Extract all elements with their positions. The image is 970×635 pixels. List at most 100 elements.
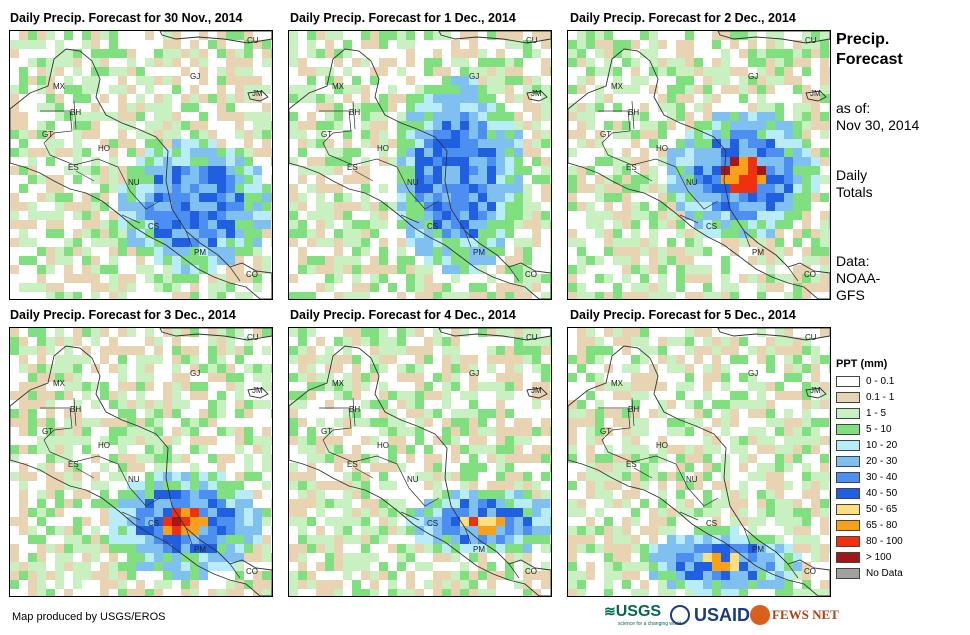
country-label-jm: JM [810,89,821,98]
country-border [743,230,751,248]
data-source-block: Data: NOAA- GFS [836,253,881,303]
country-border [354,467,374,479]
country-border [508,563,520,579]
country-border [319,110,352,156]
country-border [75,467,95,479]
country-label-pm: PM [473,545,485,554]
country-border [607,451,677,465]
country-label-jm: JM [252,386,263,395]
forecast-map-3-dec: CU MX JM GJ BH GT HO ES NU CS PM CO [9,327,273,597]
country-border [75,170,95,182]
coastline [526,90,548,102]
legend-label: 1 - 5 [866,408,887,419]
sidebar-title: Precip. Forecast [836,31,903,68]
country-label-es: ES [626,163,637,172]
country-label-pm: PM [473,248,485,257]
country-label-cu: CU [805,36,817,45]
forecast-map-4-dec: CU MX JM GJ BH GT HO ES NU CS PM CO [288,327,552,597]
asof-block: as of: Nov 30, 2014 [836,100,920,133]
coastline [805,387,827,399]
country-label-gt: GT [600,130,611,139]
fewsnet-globe-icon [750,605,770,625]
country-border [679,511,699,521]
coastline [247,90,269,102]
country-border [352,397,356,427]
country-label-ho: HO [656,441,668,450]
country-label-mx: MX [611,82,624,91]
precip-grid [289,31,551,299]
legend-swatch [836,392,860,403]
country-border [49,154,119,168]
country-label-co: CO [525,567,537,576]
country-border [117,463,161,507]
legend-swatch [836,520,860,531]
map-credit: Map produced by USGS/EROS [12,611,166,623]
coastline [526,387,548,399]
coastline [805,90,827,102]
country-label-nu: NU [407,475,419,484]
country-label-gj: GJ [469,72,479,81]
precip-map-svg: CU MX JM GJ BH GT HO ES NU CS PM CO [289,31,551,299]
country-label-pm: PM [194,545,206,554]
legend-label: 50 - 65 [866,504,898,515]
country-label-ho: HO [377,144,389,153]
country-label-nu: NU [686,178,698,187]
country-label-cu: CU [247,36,259,45]
country-border [229,563,241,579]
country-label-mx: MX [611,379,624,388]
country-label-nu: NU [128,178,140,187]
country-border [229,266,241,282]
precip-map-svg: CU MX JM GJ BH GT HO ES NU CS PM CO [289,328,551,596]
country-label-cs: CS [706,519,717,528]
country-label-bh: BH [70,405,81,414]
panel-title-5: Daily Precip. Forecast for 4 Dec., 2014 [290,308,516,322]
usaid-logo: USAID [694,605,751,625]
country-label-bh: BH [70,108,81,117]
precip-grid [289,328,551,596]
country-label-pm: PM [752,248,764,257]
usgs-logo: ≋USGS [604,603,662,620]
country-label-ho: HO [98,441,110,450]
coastline [717,328,830,341]
country-label-jm: JM [531,89,542,98]
precip-map-svg: CU MX JM GJ BH GT HO ES NU CS PM CO [568,31,830,299]
country-border [352,100,356,130]
legend-label: 20 - 30 [866,456,898,467]
country-border [319,407,352,453]
country-label-ho: HO [656,144,668,153]
country-label-gj: GJ [190,369,200,378]
country-border [328,154,398,168]
country-label-cu: CU [526,36,538,45]
country-border [400,511,420,521]
country-border [121,214,141,224]
usaid-seal-icon [670,605,690,625]
totals-block: Daily Totals [836,167,873,200]
country-border [73,397,77,427]
country-label-cs: CS [427,519,438,528]
country-label-bh: BH [628,108,639,117]
country-label-gj: GJ [469,369,479,378]
legend-swatch [836,552,860,563]
country-label-es: ES [68,163,79,172]
legend-swatch [836,424,860,435]
country-label-co: CO [246,567,258,576]
country-label-bh: BH [349,108,360,117]
country-label-gj: GJ [748,369,758,378]
legend-label: 10 - 20 [866,440,898,451]
legend-label: 40 - 50 [866,488,898,499]
country-border [675,166,719,210]
country-label-jm: JM [252,89,263,98]
country-label-co: CO [804,270,816,279]
country-label-co: CO [246,270,258,279]
forecast-map-30-nov: CU MX JM GJ BH GT HO ES NU CS PM CO [9,30,273,300]
country-border [121,511,141,521]
legend-label: No Data [866,568,903,579]
country-border [607,154,677,168]
country-border [675,463,719,507]
legend-swatch [836,536,860,547]
country-label-cu: CU [805,333,817,342]
country-label-gj: GJ [190,72,200,81]
country-border [396,463,440,507]
country-label-gt: GT [42,427,53,436]
country-label-es: ES [68,460,79,469]
